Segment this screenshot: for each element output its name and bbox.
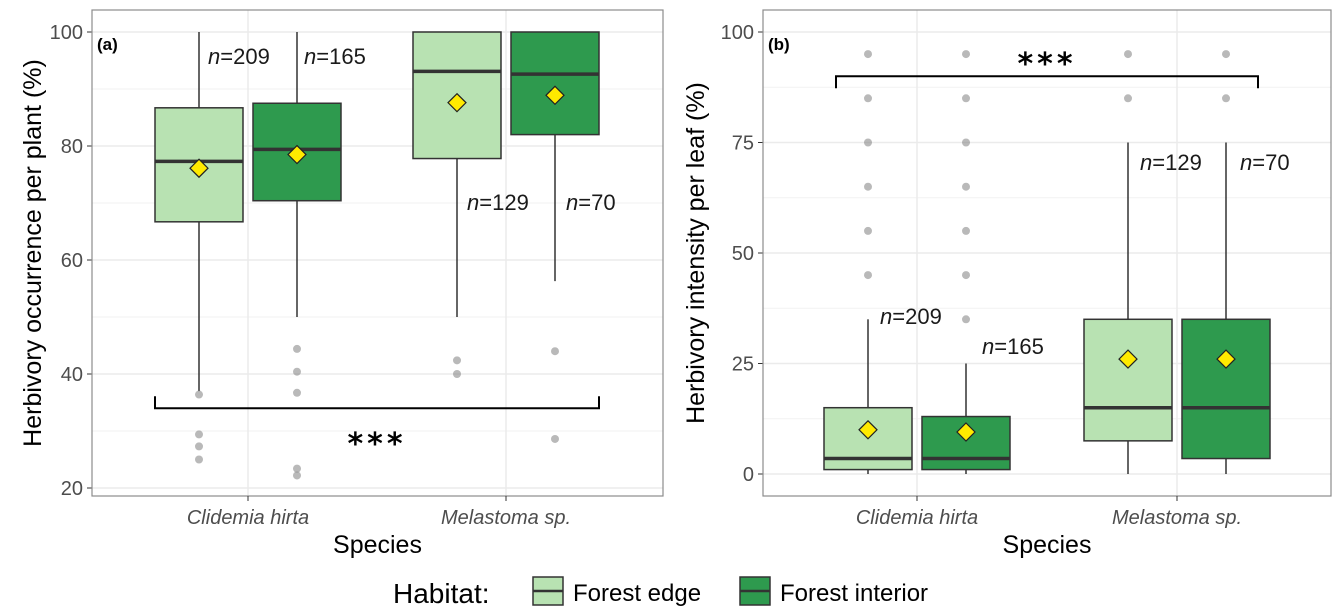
mean-marker xyxy=(956,422,976,442)
x-tick-label: Clidemia hirta xyxy=(856,507,978,529)
legend: Habitat: Forest edge Forest interior xyxy=(393,576,928,609)
box-forest-edge-melastoma xyxy=(412,31,502,378)
outlier-point xyxy=(962,271,970,280)
significance-bracket xyxy=(154,396,600,410)
x-tick-label: Melastoma sp. xyxy=(441,507,571,529)
significance-stars: *** xyxy=(347,427,406,462)
significance-bracket xyxy=(835,75,1259,89)
box-forest-edge-clidemia xyxy=(823,50,913,474)
outlier-point xyxy=(293,464,301,473)
outlier-point xyxy=(293,344,301,353)
sample-size-label: n=129 xyxy=(467,190,529,215)
outlier-point xyxy=(195,455,203,464)
outlier-point xyxy=(195,430,203,439)
legend-label: Forest interior xyxy=(780,580,928,607)
outlier-point xyxy=(551,434,559,443)
y-tick-label: 75 xyxy=(732,133,754,155)
y-tick-label: 40 xyxy=(61,364,83,386)
outlier-point xyxy=(551,347,559,356)
outlier-point xyxy=(864,271,872,280)
outlier-point xyxy=(1124,50,1132,59)
outlier-point xyxy=(195,390,203,399)
y-tick-label: 100 xyxy=(721,22,754,44)
outlier-point xyxy=(962,94,970,103)
panel-label: (b) xyxy=(768,35,790,54)
outlier-point xyxy=(1222,50,1230,59)
sample-size-label: n=165 xyxy=(982,334,1044,359)
outlier-point xyxy=(453,356,461,365)
panel-a: 20 40 60 80 100 n=209 n=129 n=165 n=70 *** (a) Clid… xyxy=(19,9,664,559)
legend-label: Forest edge xyxy=(573,580,701,607)
outlier-point xyxy=(293,367,301,376)
mean-marker xyxy=(447,92,467,113)
panel-label: (a) xyxy=(97,35,118,54)
x-tick-label: Melastoma sp. xyxy=(1112,507,1242,529)
mean-marker xyxy=(189,158,209,179)
mean-marker xyxy=(1118,349,1138,369)
panel-b: 0 25 50 75 100 n=209 n=129 n=165 n=70 *** (b) Clide… xyxy=(682,9,1332,559)
outlier-point xyxy=(293,471,301,480)
mean-marker xyxy=(287,144,307,165)
box-forest-interior-clidemia xyxy=(252,32,342,480)
outlier-point xyxy=(195,442,203,451)
y-tick-label: 25 xyxy=(732,354,754,376)
box-forest-interior-melastoma xyxy=(510,31,600,443)
outlier-point xyxy=(962,138,970,147)
outlier-point xyxy=(962,50,970,59)
significance-stars: *** xyxy=(1017,47,1076,82)
outlier-point xyxy=(1222,94,1230,103)
sample-size-label: n=165 xyxy=(304,44,366,69)
legend-title: Habitat: xyxy=(393,578,490,609)
sample-size-label: n=70 xyxy=(566,190,616,215)
box-forest-edge-melastoma xyxy=(1083,50,1173,474)
y-axis-title: Herbivory intensity per leaf (%) xyxy=(682,82,710,424)
outlier-point xyxy=(962,315,970,324)
sample-size-label: n=70 xyxy=(1240,150,1290,175)
box-iqr xyxy=(1083,318,1173,442)
y-axis-title: Herbivory occurrence per plant (%) xyxy=(19,59,47,447)
outlier-point xyxy=(864,50,872,59)
y-tick-label: 20 xyxy=(61,478,83,500)
outlier-point xyxy=(293,388,301,397)
panel-border xyxy=(762,9,1332,497)
outlier-point xyxy=(864,138,872,147)
legend-item-forest-edge: Forest edge xyxy=(532,576,701,607)
outlier-point xyxy=(453,370,461,378)
y-tick-label: 60 xyxy=(61,250,83,272)
y-tick-label: 0 xyxy=(743,464,754,486)
outlier-point xyxy=(864,182,872,191)
x-axis-title: Species xyxy=(1003,531,1092,559)
box-iqr xyxy=(1181,318,1271,460)
box-forest-edge-clidemia xyxy=(154,32,244,464)
outlier-point xyxy=(962,182,970,191)
x-axis-title: Species xyxy=(333,531,422,559)
sample-size-label: n=209 xyxy=(208,44,270,69)
box-forest-interior-clidemia xyxy=(921,50,1011,474)
outlier-point xyxy=(1124,94,1132,103)
mean-marker xyxy=(1216,349,1236,369)
outlier-point xyxy=(962,226,970,235)
y-tick-label: 100 xyxy=(50,22,83,44)
sample-size-label: n=209 xyxy=(880,304,942,329)
x-tick-label: Clidemia hirta xyxy=(187,507,309,529)
mean-marker xyxy=(858,419,878,440)
legend-item-forest-interior: Forest interior xyxy=(739,576,928,607)
sample-size-label: n=129 xyxy=(1140,150,1202,175)
outlier-point xyxy=(864,94,872,103)
y-tick-label: 80 xyxy=(61,136,83,158)
mean-marker xyxy=(545,85,565,106)
y-tick-label: 50 xyxy=(732,243,754,265)
box-forest-interior-melastoma xyxy=(1181,50,1271,474)
panel-border xyxy=(91,9,664,497)
box-iqr xyxy=(510,31,600,136)
outlier-point xyxy=(864,226,872,235)
